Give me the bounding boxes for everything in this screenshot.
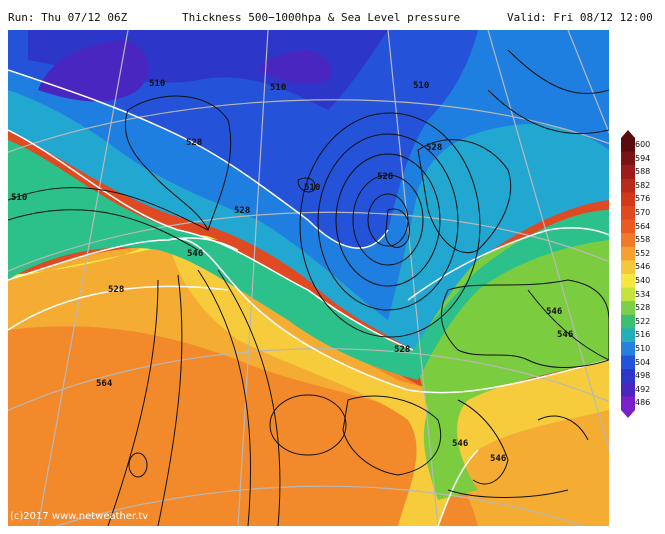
legend-label: 510 bbox=[635, 344, 651, 353]
legend-label: 522 bbox=[635, 316, 651, 326]
legend-label: 594 bbox=[635, 153, 651, 163]
legend-label: 582 bbox=[635, 180, 651, 190]
contour-label: 510 bbox=[413, 81, 429, 91]
contour-label: 564 bbox=[96, 379, 113, 389]
valid-time-label: Valid: Fri 08/12 12:00 bbox=[507, 11, 653, 24]
band-498-north bbox=[258, 50, 332, 85]
legend-label: 588 bbox=[635, 167, 651, 177]
contour-label: 510 bbox=[270, 83, 286, 93]
band-528 bbox=[8, 140, 609, 380]
legend-label: 564 bbox=[635, 221, 651, 231]
legend-label: 576 bbox=[635, 194, 651, 204]
legend-swatch bbox=[621, 328, 635, 343]
legend-swatch bbox=[621, 260, 635, 275]
legend-arrow-top bbox=[621, 130, 635, 138]
legend-swatch bbox=[621, 355, 635, 370]
legend-swatch bbox=[621, 246, 635, 261]
copyright-credit: (c)2017 www.netweather.tv bbox=[10, 511, 149, 522]
legend-swatch bbox=[621, 342, 635, 357]
legend-swatch bbox=[621, 233, 635, 248]
contour-label: 510 bbox=[149, 79, 165, 89]
legend-swatch bbox=[621, 151, 635, 166]
header-bar: Run: Thu 07/12 06Z Thickness 500−1000hpa… bbox=[0, 0, 665, 30]
run-time-label: Run: Thu 07/12 06Z bbox=[8, 11, 128, 24]
contour-label: 546 bbox=[557, 330, 573, 340]
legend-swatch bbox=[621, 382, 635, 397]
legend-label: 540 bbox=[635, 276, 651, 285]
contour-label: 528 bbox=[426, 143, 442, 153]
legend-swatch bbox=[621, 274, 635, 289]
legend-label: 546 bbox=[635, 262, 651, 272]
legend-swatch bbox=[621, 301, 635, 316]
contour-label: 546 bbox=[490, 454, 506, 464]
legend-label: 498 bbox=[635, 371, 651, 381]
contour-label: 546 bbox=[546, 307, 562, 317]
contour-label: 528 bbox=[234, 206, 250, 216]
legend-swatch bbox=[621, 314, 635, 329]
legend-label: 534 bbox=[635, 289, 651, 299]
legend-label: 528 bbox=[635, 303, 651, 313]
coastlines bbox=[124, 95, 609, 485]
contour-labels: 510 510 510 528 528 510 528 528 510 546 … bbox=[11, 79, 573, 464]
map-canvas: 510 510 510 528 528 510 528 528 510 546 … bbox=[8, 30, 609, 526]
legend-label: 558 bbox=[635, 235, 651, 245]
legend-swatch bbox=[621, 138, 635, 153]
contour-label: 528 bbox=[377, 172, 393, 182]
legend-label: 552 bbox=[635, 248, 651, 258]
chart-title: Thickness 500−1000hpa & Sea Level pressu… bbox=[182, 11, 461, 24]
thickness-map[interactable]: 510 510 510 528 528 510 528 528 510 546 … bbox=[8, 30, 609, 526]
contour-label: 528 bbox=[186, 138, 202, 148]
legend-swatch bbox=[621, 192, 635, 207]
legend-swatch bbox=[621, 178, 635, 193]
legend-label: 570 bbox=[635, 208, 651, 217]
legend-label: 600 bbox=[635, 140, 651, 149]
band-498 bbox=[38, 40, 149, 102]
thickness-contours bbox=[8, 69, 609, 526]
legend-arrow-bottom bbox=[621, 410, 635, 418]
legend-swatch bbox=[621, 206, 635, 221]
band-540 bbox=[8, 234, 218, 280]
contour-label: 510 bbox=[11, 193, 27, 203]
legend-swatch bbox=[621, 396, 635, 411]
contour-label: 528 bbox=[108, 285, 124, 295]
contour-label: 546 bbox=[452, 439, 468, 449]
legend-swatch bbox=[621, 369, 635, 384]
contour-label: 546 bbox=[187, 249, 203, 259]
legend-label: 516 bbox=[635, 330, 651, 340]
legend-swatch bbox=[621, 219, 635, 234]
legend-swatch bbox=[621, 165, 635, 180]
pressure-isobars bbox=[8, 49, 609, 526]
contour-label: 528 bbox=[394, 345, 410, 355]
legend-label: 504 bbox=[635, 357, 651, 367]
legend-color-bar bbox=[621, 130, 635, 418]
legend-label: 492 bbox=[635, 384, 651, 394]
legend-label: 486 bbox=[635, 398, 651, 408]
contour-label: 510 bbox=[304, 183, 320, 193]
legend-swatch bbox=[621, 287, 635, 302]
thickness-legend: 600 594 588 582 576 570 564 558 552 546 540 534 528 5… bbox=[621, 130, 665, 420]
